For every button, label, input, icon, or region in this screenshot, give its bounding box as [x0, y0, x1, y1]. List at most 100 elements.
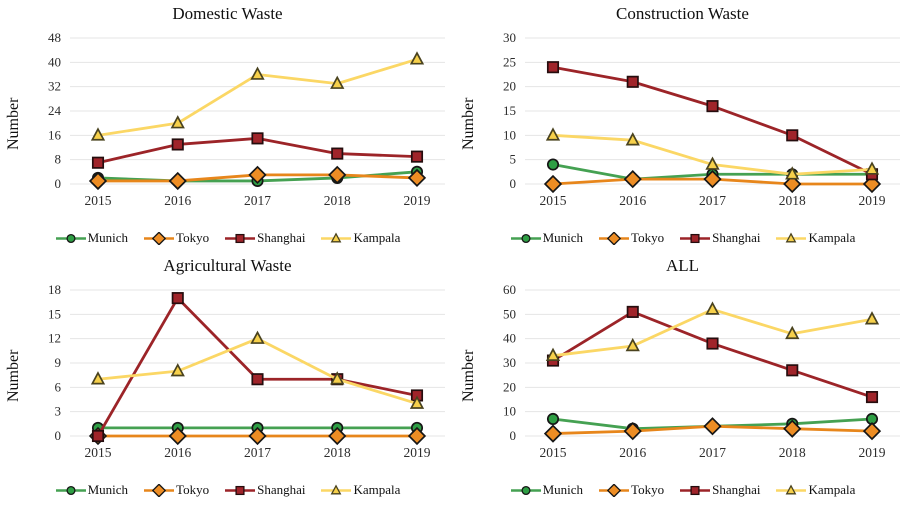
legend-label: Shanghai — [257, 230, 306, 245]
marker-kampala — [625, 337, 640, 352]
marker-shanghai — [410, 150, 424, 163]
plot-area: 0 5 10 15 20 25 30 2015 2016 2017 2018 2019 — [503, 30, 900, 208]
marker-shanghai — [865, 391, 879, 404]
y-tick-label: 20 — [503, 79, 516, 94]
marker-shanghai — [331, 147, 344, 160]
marker-tokyo — [623, 422, 642, 441]
marker-kampala — [330, 75, 345, 89]
marker-tokyo — [407, 168, 427, 188]
marker-kampala — [90, 127, 106, 141]
legend-item-munich: Munich — [55, 482, 128, 498]
x-tick-label: 2016 — [619, 445, 646, 460]
marker-shanghai — [251, 373, 264, 386]
marker-shanghai — [546, 61, 560, 74]
legend-marker-triangle-icon — [776, 231, 807, 242]
y-tick-label: 30 — [503, 355, 516, 370]
marker-shanghai — [706, 100, 719, 113]
legend-label: Tokyo — [176, 482, 210, 497]
x-tick-label: 2019 — [404, 193, 431, 208]
legend-item-shanghai: Shanghai — [679, 230, 760, 246]
series-line-shanghai — [96, 296, 419, 438]
chart-construction-waste: Construction Waste Number 0 5 10 15 20 25 30 20… — [455, 0, 910, 252]
legend-label: Tokyo — [631, 230, 665, 245]
marker-shanghai — [626, 75, 639, 88]
legend-label: Shanghai — [257, 482, 306, 497]
marker-kampala — [705, 301, 720, 315]
marker-tokyo — [543, 174, 563, 194]
y-tick-label: 3 — [55, 404, 62, 419]
x-tick-label: 2017 — [244, 445, 271, 460]
y-tick-label: 6 — [55, 379, 62, 394]
y-tick-label: 18 — [48, 282, 61, 297]
y-tick-label: 15 — [48, 306, 61, 321]
marker-tokyo — [168, 426, 187, 446]
chart-title: Agricultural Waste — [163, 256, 292, 275]
y-axis-title: Number — [460, 349, 477, 403]
legend-item-kampala: Kampala — [775, 230, 855, 246]
marker-tokyo — [703, 417, 722, 436]
marker-kampala — [330, 371, 345, 385]
legend-label: Kampala — [353, 482, 401, 497]
plot-area: 0 10 20 30 40 50 60 2015 2016 2017 2018 2019 — [503, 282, 900, 460]
legend-marker-triangle-icon — [321, 231, 352, 242]
marker-kampala — [785, 166, 800, 180]
y-tick-label: 12 — [48, 331, 61, 346]
chart-agricultural-waste: Agricultural Waste Number 0 3 6 9 12 15 18 2015… — [0, 252, 455, 509]
series-line-shanghai — [551, 310, 874, 399]
legend-marker-diamond-icon — [144, 483, 175, 497]
marker-shanghai — [786, 129, 799, 142]
legend: Munich Tokyo Shanghai Kampala — [455, 478, 910, 502]
marker-kampala — [625, 132, 640, 146]
marker-shanghai — [706, 337, 719, 350]
x-tick-label: 2019 — [859, 445, 886, 460]
marker-kampala — [170, 115, 185, 129]
x-tick-label: 2017 — [699, 193, 726, 208]
y-tick-label: 9 — [55, 355, 62, 370]
marker-tokyo — [248, 165, 267, 184]
x-tick-label: 2017 — [244, 193, 271, 208]
y-tick-label: 30 — [503, 30, 516, 45]
legend-item-tokyo: Tokyo — [143, 230, 209, 246]
chart-domestic-waste: Domestic Waste Number 0 8 16 24 32 40 48 2015 20… — [0, 0, 455, 252]
chart-title: Construction Waste — [616, 4, 749, 23]
marker-kampala — [409, 51, 425, 65]
legend-item-kampala: Kampala — [320, 230, 400, 246]
chart-title: ALL — [665, 256, 700, 275]
marker-kampala — [250, 66, 265, 80]
legend-marker-triangle-icon — [776, 483, 807, 494]
marker-kampala — [864, 161, 880, 175]
x-tick-label: 2016 — [619, 193, 646, 208]
legend-label: Shanghai — [712, 230, 761, 245]
x-tick-label: 2015 — [85, 193, 112, 208]
marker-tokyo — [703, 170, 722, 189]
legend-item-kampala: Kampala — [775, 482, 855, 498]
y-tick-label: 20 — [503, 379, 516, 394]
y-tick-label: 0 — [55, 176, 62, 191]
legend-item-tokyo: Tokyo — [143, 482, 209, 498]
marker-kampala — [170, 363, 185, 377]
x-tick-label: 2015 — [540, 445, 567, 460]
x-tick-label: 2015 — [540, 193, 567, 208]
marker-kampala — [705, 156, 720, 170]
x-tick-label: 2019 — [404, 445, 431, 460]
marker-kampala — [409, 395, 425, 409]
legend-marker-circle-icon — [510, 233, 541, 243]
legend-marker-diamond-icon — [599, 231, 630, 245]
legend-label: Kampala — [353, 230, 401, 245]
marker-tokyo — [88, 171, 108, 191]
chart-title: Domestic Waste — [172, 4, 283, 23]
legend-label: Kampala — [808, 482, 856, 497]
x-tick-label: 2015 — [85, 445, 112, 460]
y-tick-label: 25 — [503, 54, 516, 69]
legend-label: Munich — [87, 482, 129, 497]
legend-marker-square-icon — [225, 233, 256, 243]
marker-shanghai — [171, 292, 184, 305]
legend-marker-square-icon — [680, 485, 711, 495]
marker-tokyo — [623, 170, 642, 189]
marker-shanghai — [91, 156, 105, 169]
y-tick-label: 40 — [503, 331, 516, 346]
legend-marker-circle-icon — [510, 485, 541, 495]
y-axis-title: Number — [460, 97, 477, 151]
marker-tokyo — [783, 419, 802, 438]
